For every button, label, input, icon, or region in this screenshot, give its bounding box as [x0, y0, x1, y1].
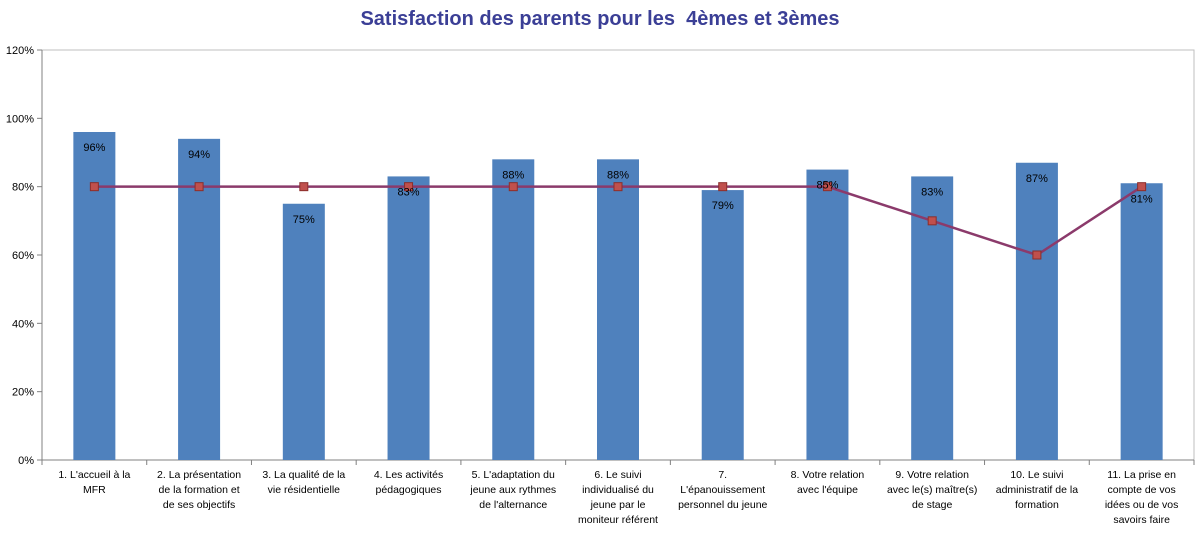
chart-title: Satisfaction des parents pour les 4èmes …	[360, 8, 840, 30]
bar-data-label: 94%	[188, 149, 210, 161]
bar	[73, 132, 116, 460]
x-category-label: 6. Le suivi individualisé du jeune par le m…	[578, 469, 658, 526]
bar-data-label: 83%	[921, 186, 943, 198]
bar-data-label: 85%	[816, 180, 838, 192]
bar-data-label: 87%	[1026, 173, 1048, 185]
bar-data-label: 88%	[502, 169, 524, 181]
bar	[282, 203, 325, 460]
x-category-label: 7. L'épanouissement personnel du jeune	[678, 469, 767, 511]
bar-data-label: 96%	[83, 142, 105, 154]
line-marker	[89, 182, 99, 192]
bar-data-label: 81%	[1131, 193, 1153, 205]
y-tick-label: 0%	[18, 455, 34, 467]
y-tick-label: 120%	[6, 45, 34, 57]
line-marker	[822, 182, 832, 192]
bar-data-label: 75%	[293, 214, 315, 226]
x-category-label: 4. Les activités pédagogiques	[374, 469, 443, 496]
line-marker	[613, 182, 623, 192]
x-category-label: 1. L'accueil à la MFR	[58, 469, 130, 496]
bar	[178, 138, 221, 461]
line-marker	[508, 182, 518, 192]
x-category-label: 8. Votre relation avec l'équipe	[791, 469, 865, 496]
bar-data-label: 88%	[607, 169, 629, 181]
x-category-label: 2. La présentation de la formation et de s…	[157, 469, 241, 511]
line-marker	[1137, 182, 1147, 192]
x-category-label: 11. La prise en compte de vos idées ou de …	[1105, 469, 1179, 526]
bar	[1120, 183, 1163, 460]
line-marker	[404, 182, 414, 192]
y-tick-label: 20%	[12, 387, 34, 399]
bar	[1015, 162, 1058, 460]
line-marker	[1032, 250, 1042, 260]
bar	[806, 169, 849, 461]
bar	[387, 176, 430, 460]
line-marker	[299, 182, 309, 192]
bar	[492, 159, 535, 461]
line-marker	[194, 182, 204, 192]
bar-data-label: 79%	[712, 200, 734, 212]
x-category-label: 5. L'adaptation du jeune aux rythmes de l'…	[469, 469, 556, 511]
x-category-label: 10. Le suivi administratif de la formation	[996, 469, 1078, 511]
bar	[701, 190, 744, 461]
bar	[597, 159, 639, 461]
line-marker	[927, 216, 937, 226]
y-tick-label: 80%	[12, 182, 34, 194]
y-tick-label: 40%	[12, 318, 34, 330]
x-category-label: 9. Votre relation avec le(s) maître(s) de …	[887, 469, 977, 511]
y-tick-label: 100%	[6, 113, 34, 125]
line-marker	[718, 182, 728, 192]
x-category-label: 3. La qualité de la vie résidentielle	[262, 469, 345, 496]
bar-data-label: 83%	[398, 186, 420, 198]
y-tick-label: 60%	[12, 250, 34, 262]
